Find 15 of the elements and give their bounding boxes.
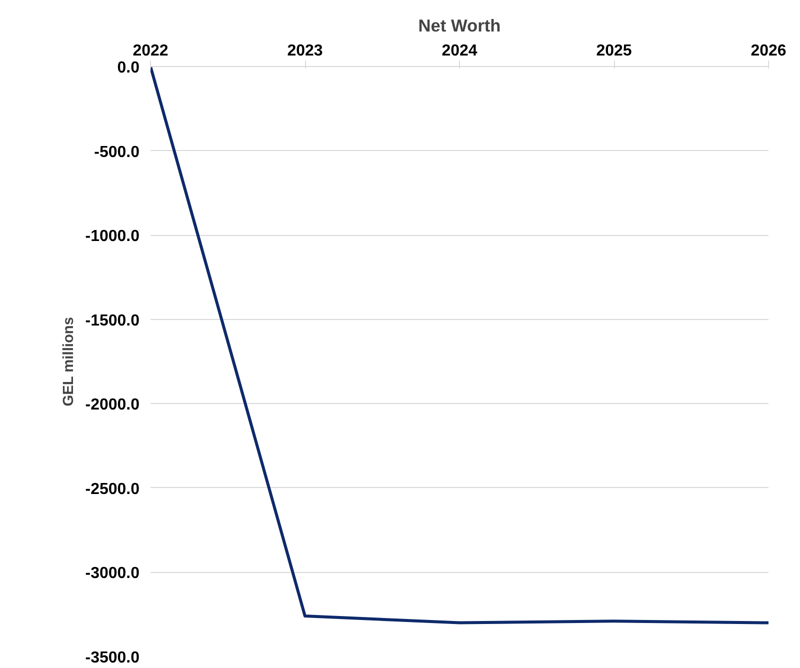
x-tick-label: 2022 xyxy=(132,42,168,60)
x-tick-label: 2026 xyxy=(750,42,786,60)
y-tick-label: 0.0 xyxy=(117,60,140,76)
y-tick-label: -2500.0 xyxy=(85,480,140,498)
y-tick-label: -3500.0 xyxy=(85,650,140,666)
x-tick-label: 2025 xyxy=(596,42,632,60)
x-tick-label: 2024 xyxy=(442,42,478,60)
y-tick-label: -2000.0 xyxy=(85,396,140,414)
y-axis-title: GEL millions xyxy=(61,316,78,406)
y-tick-label: -1000.0 xyxy=(85,228,140,246)
y-tick-label: -3000.0 xyxy=(85,565,140,582)
x-tick-label: 2023 xyxy=(287,42,323,60)
y-tick-label: -500.0 xyxy=(94,144,140,161)
chart-title: Net Worth xyxy=(418,16,501,36)
y-tick-label: -1500.0 xyxy=(85,312,140,330)
